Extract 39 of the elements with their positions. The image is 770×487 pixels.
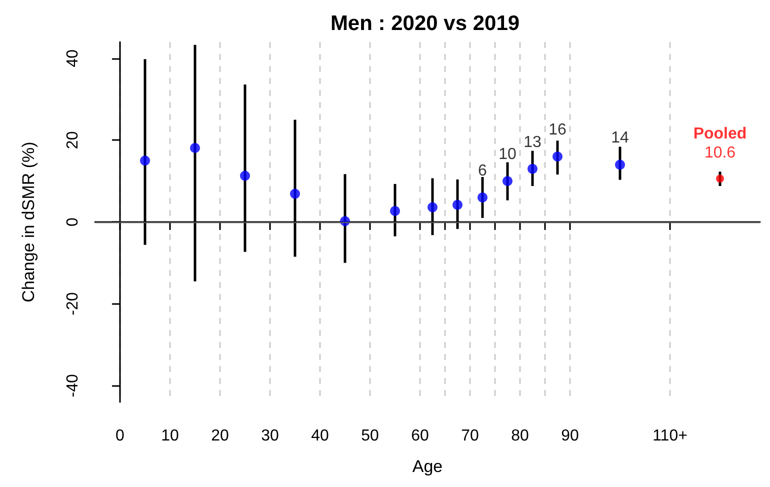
point: [140, 156, 150, 166]
x-tick-label: 70: [461, 428, 479, 444]
x-axis-title: Age: [412, 457, 443, 476]
x-tick-label: 60: [411, 428, 429, 444]
y-tick-label: 20: [64, 131, 82, 150]
x-tick-label: 40: [311, 428, 329, 444]
point: [552, 152, 562, 162]
x-tick-label: 30: [261, 428, 279, 444]
point: [716, 174, 724, 183]
point: [502, 176, 512, 186]
x-tick-label: 10: [161, 428, 179, 444]
data-label: 10: [498, 146, 516, 164]
y-tick-label: -20: [64, 292, 82, 316]
point: [290, 188, 300, 199]
data-label: 10.6: [704, 144, 736, 162]
data-label: 6: [478, 162, 488, 180]
point: [428, 202, 438, 212]
x-tick-label: 0: [116, 428, 125, 444]
y-tick-label: 0: [64, 217, 82, 226]
point: [190, 142, 200, 153]
y-tick-label: 40: [64, 49, 82, 68]
data-label: 16: [548, 122, 566, 139]
point: [528, 164, 538, 174]
x-tick-label: 110+: [652, 428, 688, 444]
text: Pooled: [693, 126, 747, 143]
y-axis-title: Change in dSMR (%): [19, 142, 38, 302]
point: [390, 206, 400, 216]
x-tick-label: 20: [211, 428, 229, 444]
data-label: 13: [524, 134, 542, 151]
chart-title: Men : 2020 vs 2019: [330, 12, 520, 35]
data-label: 14: [611, 130, 629, 147]
x-tick-label: 80: [511, 428, 529, 444]
point: [615, 160, 625, 170]
point: [478, 192, 488, 202]
x-tick-label: 90: [561, 428, 579, 444]
point: [240, 170, 250, 181]
y-tick-label: -40: [64, 374, 82, 398]
x-tick-label: 50: [361, 428, 379, 444]
point: [452, 200, 462, 210]
